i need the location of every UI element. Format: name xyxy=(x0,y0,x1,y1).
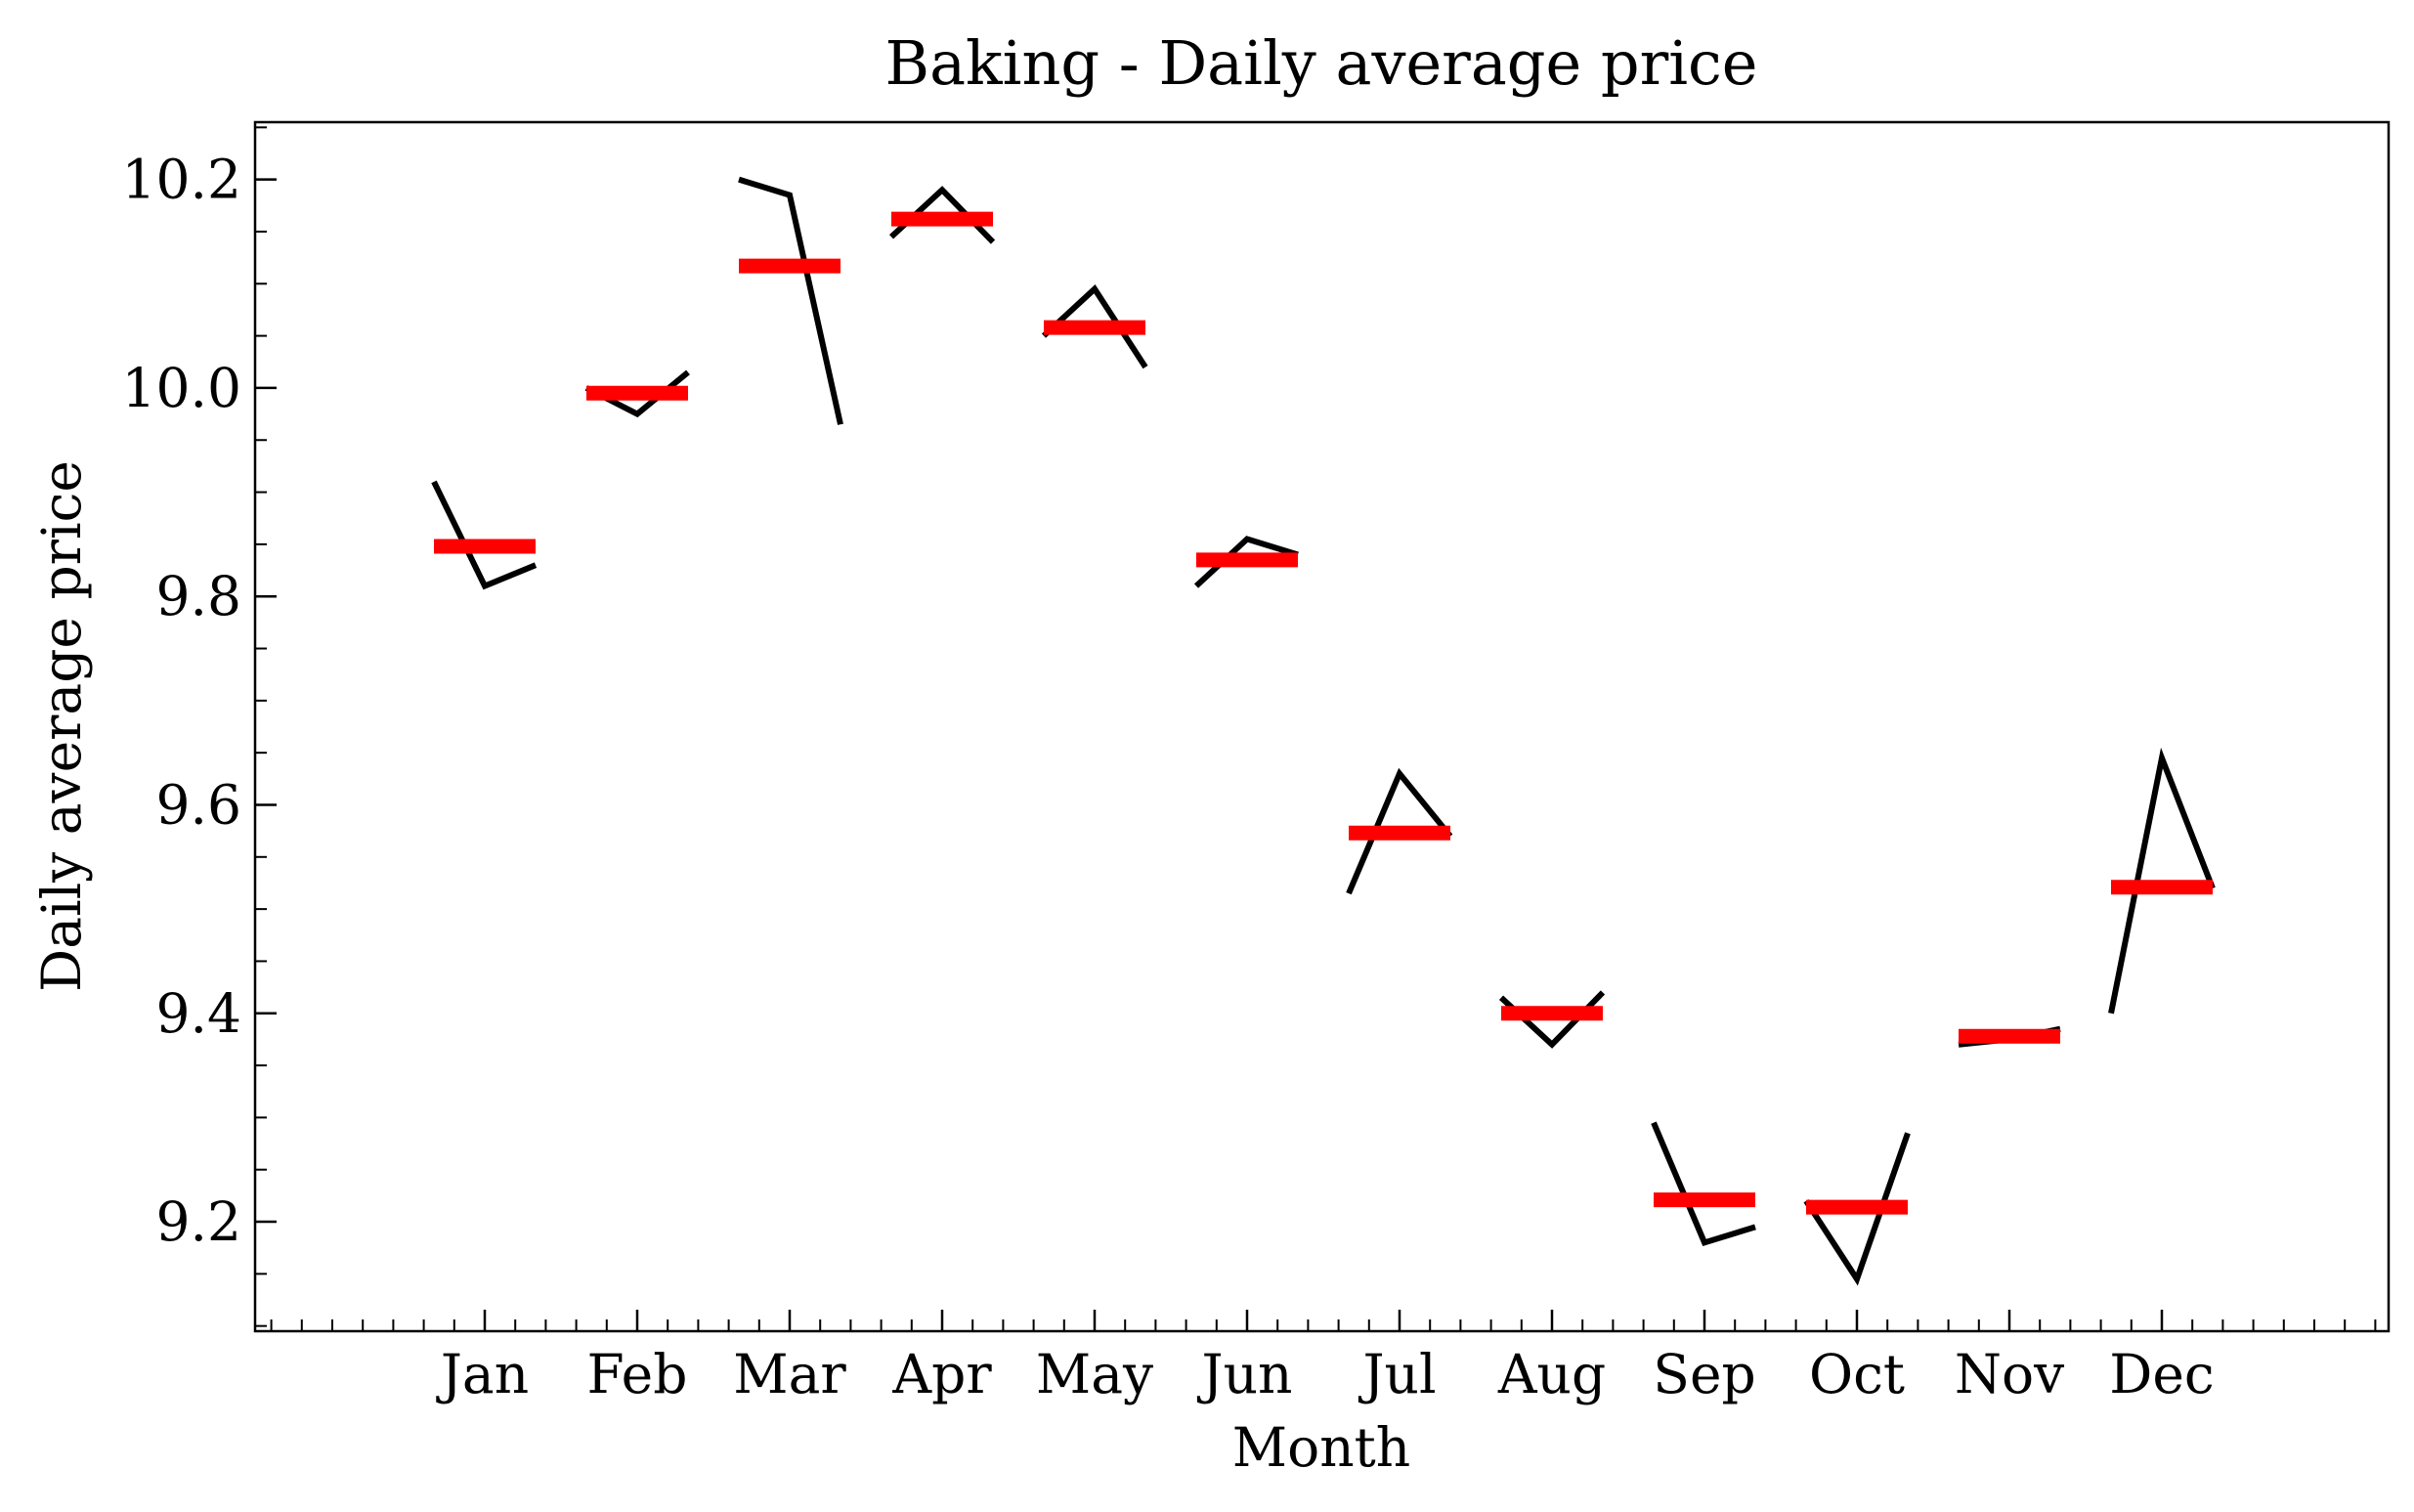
y-tick-label: 9.4 xyxy=(156,982,241,1045)
y-tick-label: 9.2 xyxy=(156,1190,241,1253)
x-tick-label: Jun xyxy=(1197,1343,1293,1405)
y-minor-ticks xyxy=(255,126,267,1327)
x-axis-ticks: Jan Feb Mar Apr May Jun Jul Aug Sep Oct Nov Dec xyxy=(436,1310,2215,1405)
y-tick-label: 9.6 xyxy=(156,773,241,836)
x-tick-label: Oct xyxy=(1809,1343,1905,1405)
x-tick-label: May xyxy=(1036,1343,1153,1405)
x-tick-label: Aug xyxy=(1497,1343,1606,1405)
y-tick-label: 9.8 xyxy=(156,565,241,627)
x-tick-label: Jul xyxy=(1358,1343,1436,1405)
x-tick-label: Mar xyxy=(733,1343,846,1405)
month-price-line xyxy=(431,480,538,590)
x-tick-label: Nov xyxy=(1955,1343,2064,1405)
month-price-line xyxy=(1803,1132,1911,1286)
y-tick-label: 10.2 xyxy=(122,149,241,211)
x-axis-label: Month xyxy=(1232,1416,1410,1479)
y-axis-label: Daily average price xyxy=(30,460,93,992)
month-price-line xyxy=(2108,747,2216,1015)
y-tick-label: 10.0 xyxy=(122,357,241,419)
month-price-line xyxy=(1193,536,1299,588)
month-price-line xyxy=(738,176,843,425)
x-tick-label: Dec xyxy=(2109,1343,2214,1405)
month-price-line xyxy=(1651,1121,1756,1247)
monthly-price-lines xyxy=(431,176,2216,1286)
x-tick-label: Apr xyxy=(891,1343,992,1405)
month-price-line xyxy=(1346,767,1453,895)
x-tick-label: Sep xyxy=(1653,1343,1755,1405)
plot-area-frame xyxy=(253,120,2391,1333)
x-tick-label: Feb xyxy=(587,1343,688,1405)
x-minor-ticks xyxy=(270,1319,2377,1331)
y-axis-ticks: 9.2 9.4 9.6 9.8 10.0 10.2 xyxy=(122,149,277,1253)
x-tick-label: Jan xyxy=(436,1343,529,1405)
chart-title: Baking - Daily average price xyxy=(885,27,1758,99)
monthly-average-bars xyxy=(434,211,2213,1215)
